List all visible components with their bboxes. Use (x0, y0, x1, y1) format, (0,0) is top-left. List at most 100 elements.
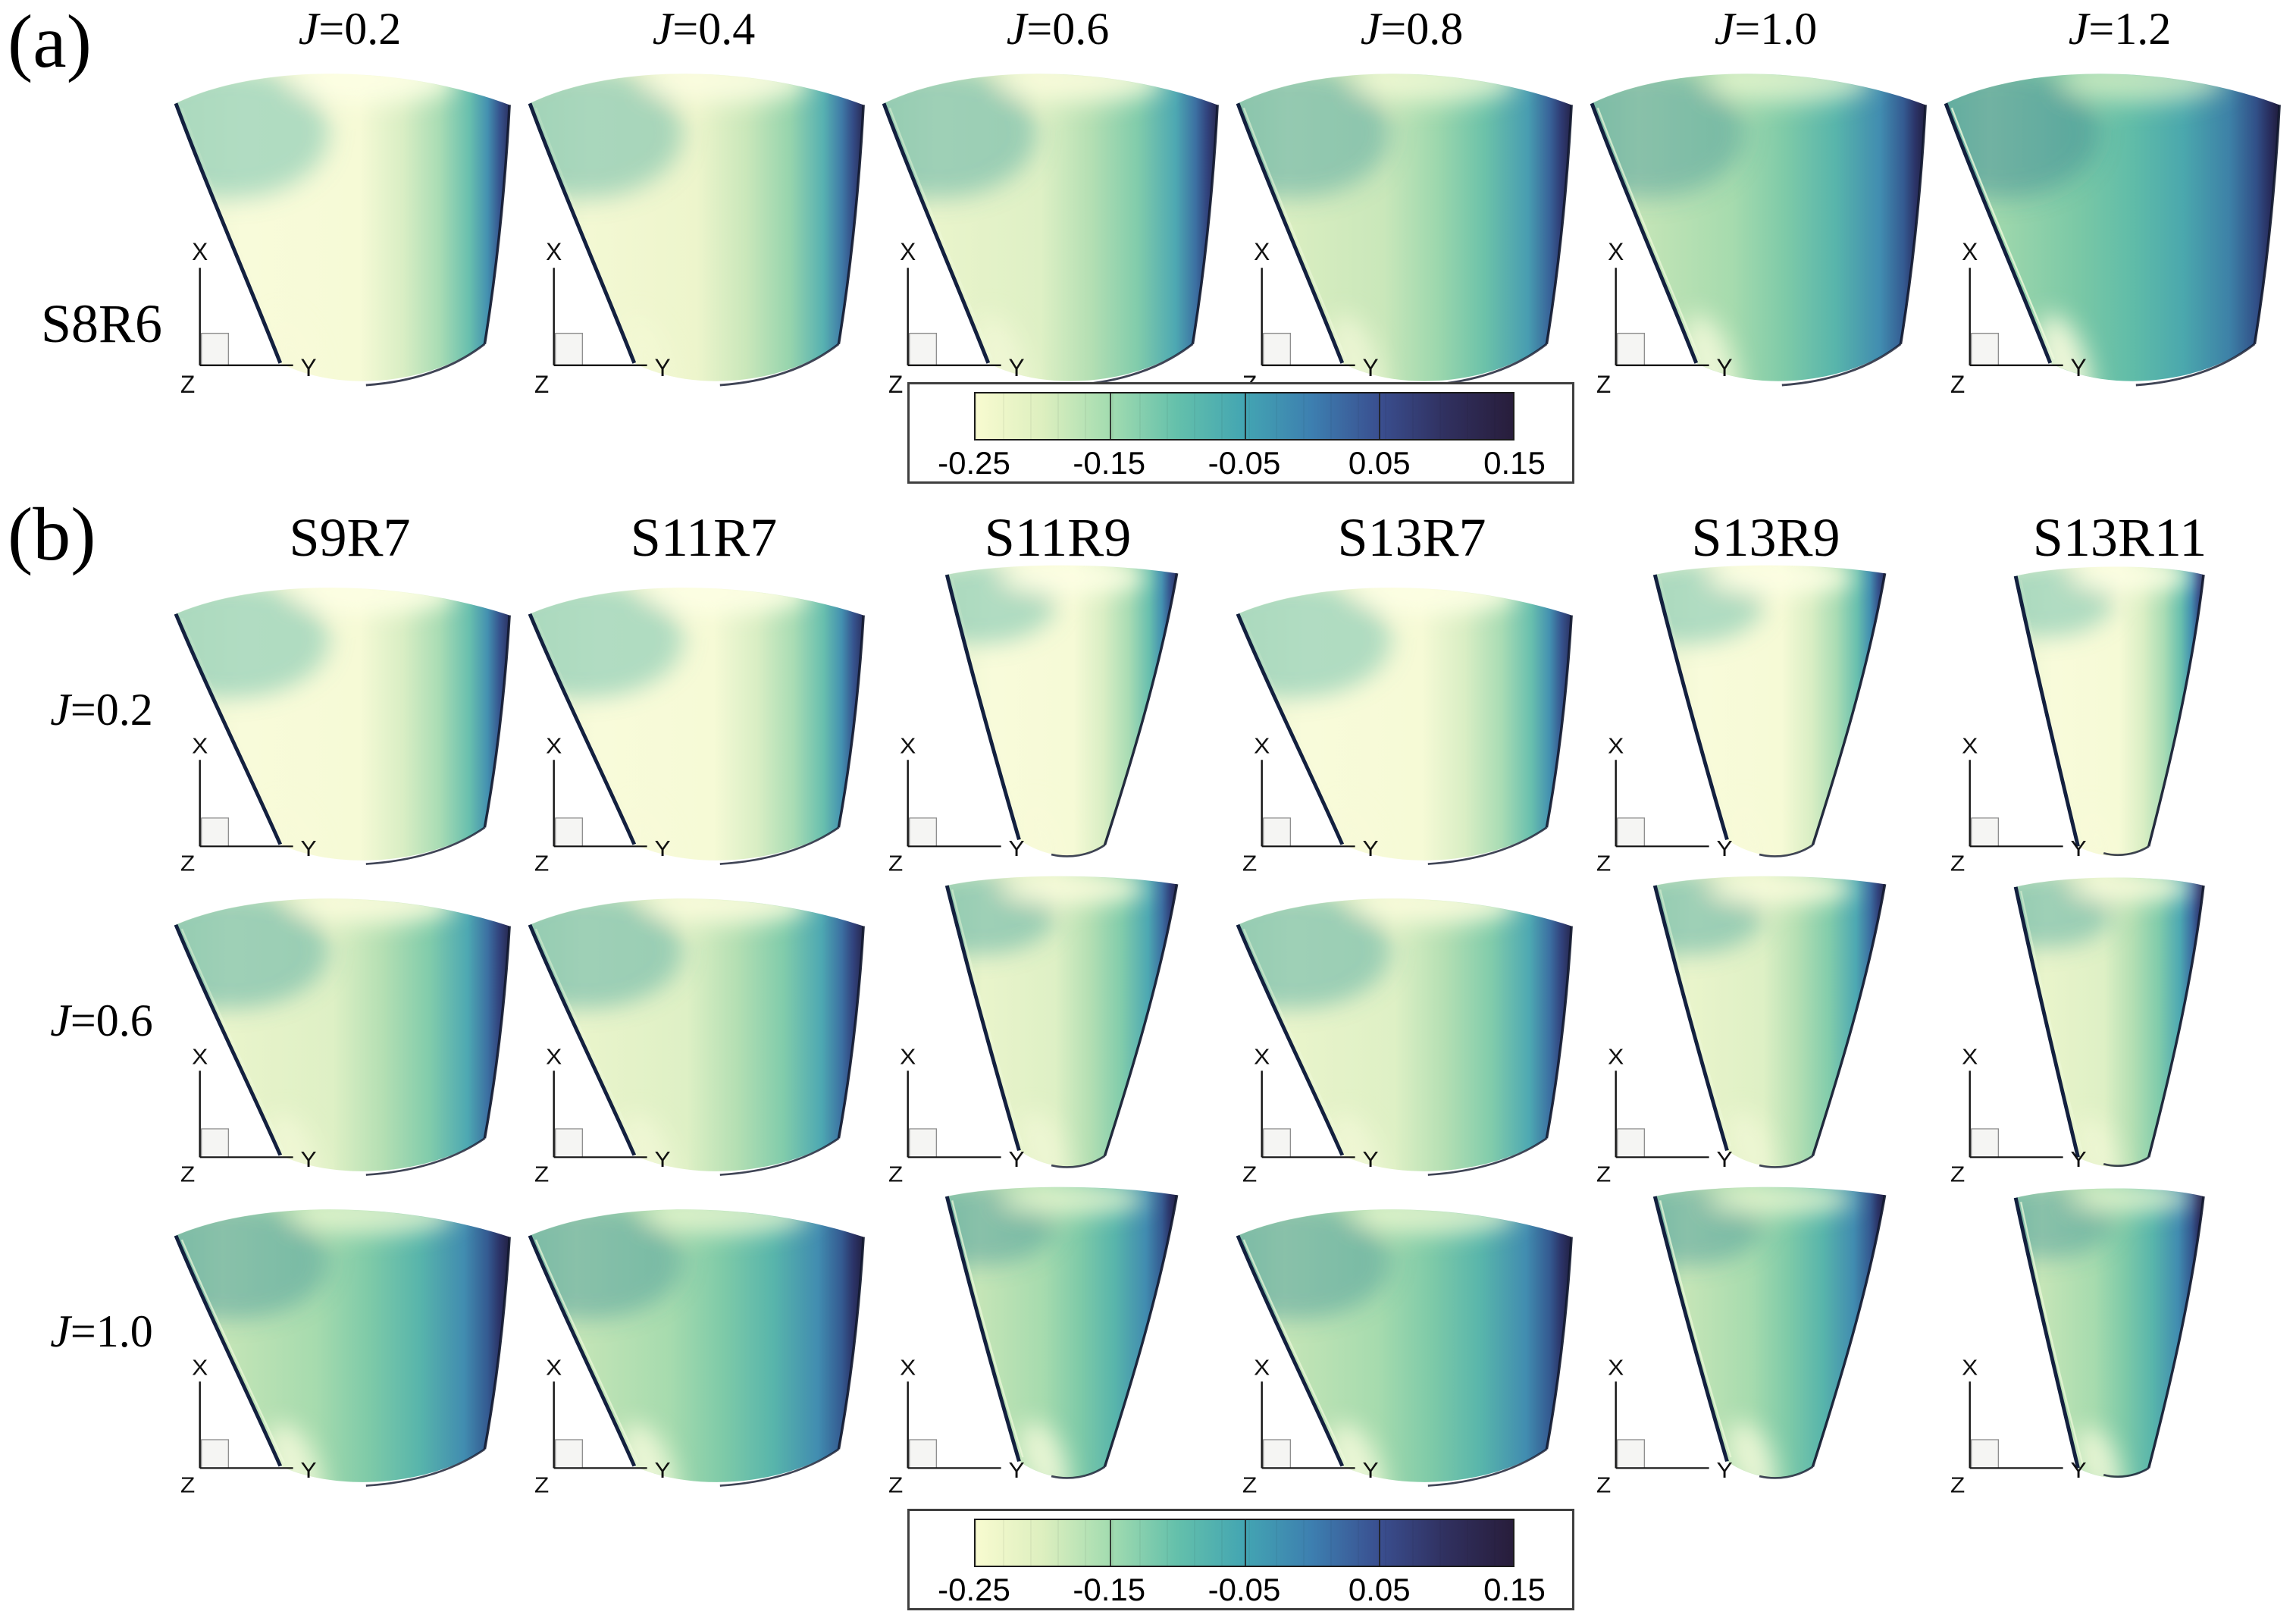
x-axis-label: X (900, 238, 916, 265)
axes-triad: X Y Z (534, 238, 671, 396)
panel-b-column-header: S11R7 (630, 507, 778, 568)
y-axis-label: Y (1717, 1148, 1733, 1171)
panel-b-column-header: S9R7 (289, 507, 411, 568)
x-axis-label: X (546, 735, 562, 758)
x-axis-label: X (546, 1356, 562, 1380)
blade-contour-svg: X Y Z (528, 898, 865, 1184)
y-axis-label: Y (2071, 1459, 2087, 1482)
x-axis-label: X (1962, 1046, 1978, 1069)
x-axis-label: X (192, 735, 208, 758)
z-axis-label: Z (888, 852, 903, 873)
axes-triad: X Y Z (534, 735, 671, 873)
blade-contour-svg: X Y Z (528, 588, 865, 873)
triad-cube-face (554, 332, 584, 366)
trailing-edge (837, 615, 865, 828)
colorbar-tick-label: 0.15 (1483, 445, 1546, 481)
leading-edge (882, 102, 991, 364)
blade-cell-S11R7-J1.0: X Y Z (528, 1184, 879, 1495)
panel-a-column-title: J=0.2 (298, 4, 402, 54)
leading-edge-highlight (180, 1239, 285, 1463)
leading-edge-highlight (534, 1239, 639, 1463)
y-axis-label: Y (301, 1148, 317, 1171)
hub-edge (2103, 1156, 2150, 1167)
contour-shading (1655, 876, 1853, 1167)
hub-edge (365, 1448, 486, 1487)
triad-cube-face (1970, 1128, 2000, 1158)
axes-triad: X Y Z (1596, 1356, 1733, 1495)
trailing-edge (483, 926, 511, 1139)
hub-edge (1759, 1155, 1814, 1168)
trailing-edge (1811, 573, 1887, 845)
trailing-edge (1103, 573, 1179, 845)
y-axis-label: Y (1009, 837, 1025, 861)
colorbar-tick-label: -0.05 (1208, 445, 1281, 481)
x-axis-label: X (1608, 1356, 1624, 1380)
blade-cell-S13R7-J1.0: X Y Z (1236, 1184, 1587, 1495)
hub-edge (1427, 1137, 1548, 1176)
trailing-edge (2147, 574, 2205, 847)
trailing-edge (837, 1237, 865, 1450)
leading-edge-highlight (1242, 617, 1347, 842)
hub-edge (365, 343, 486, 387)
y-axis-label: Y (2071, 1148, 2087, 1171)
blade-contour-svg: X Y Z (1950, 1188, 2205, 1495)
blade-contour-svg: X Y Z (1596, 565, 1887, 873)
panel-a-row-label: S8R6 (40, 293, 163, 354)
z-axis-label: Z (1242, 1474, 1257, 1495)
axes-triad: X Y Z (534, 1356, 671, 1495)
triad-cube-face (1970, 817, 2000, 847)
leading-edge-highlight (1659, 578, 1732, 836)
blade-cell-S13R7-J0.6: X Y Z (1236, 873, 1587, 1184)
axes-triad: X Y Z (180, 238, 317, 396)
y-axis-label: Y (1717, 837, 1733, 861)
trailing-edge (1545, 615, 1573, 828)
triad-cube-face (554, 1128, 584, 1158)
z-axis-label: Z (534, 852, 549, 873)
triad-cube-face (1616, 1439, 1646, 1469)
leading-edge-highlight (951, 1200, 1024, 1458)
trailing-edge (837, 926, 865, 1139)
x-axis-label: X (1962, 1356, 1978, 1380)
blade-contour-svg: X Y Z (888, 565, 1179, 873)
hub-edge (1759, 1466, 1814, 1479)
leading-edge-highlight (1950, 107, 2055, 360)
leading-edge-highlight (2019, 1201, 2084, 1465)
leading-edge-highlight (1242, 1239, 1347, 1463)
leading-edge (1652, 574, 1729, 840)
leading-edge (944, 885, 1021, 1151)
z-axis-label: Z (1596, 1163, 1611, 1184)
x-axis-label: X (1608, 735, 1624, 758)
colorbar-tick-label: 0.05 (1348, 445, 1411, 481)
contour-shading (529, 898, 810, 1171)
panel-b-label: (b) (8, 492, 96, 576)
z-axis-label: Z (1950, 1163, 1965, 1184)
y-axis-label: Y (1363, 1459, 1379, 1482)
blade-contour-svg: X Y Z (1236, 1209, 1573, 1495)
blade-cell-S8R6-J1.2: X Y Z (1944, 45, 2294, 396)
leading-edge (1652, 885, 1729, 1151)
triad-cube-face (1970, 1439, 2000, 1469)
leading-edge (2013, 1197, 2080, 1469)
hub-edge (719, 826, 840, 865)
y-axis-label: Y (1009, 354, 1025, 381)
x-axis-label: X (900, 1046, 916, 1069)
z-axis-label: Z (534, 371, 549, 396)
leading-edge (174, 1234, 283, 1467)
leading-edge (1652, 1196, 1729, 1462)
trailing-edge (1545, 105, 1573, 344)
panel-a-column-title: J=0.4 (652, 4, 756, 54)
triad-cube-face (554, 817, 584, 847)
trailing-edge (2253, 105, 2281, 344)
colorbar-divider (1244, 1520, 1246, 1566)
blade-cell-S11R7-J0.6: X Y Z (528, 873, 879, 1184)
blade-contour-svg: X Y Z (174, 898, 511, 1184)
leading-edge-highlight (534, 928, 639, 1152)
blade-cell-S13R9-J1.0: X Y Z (1590, 1184, 1940, 1495)
y-axis-label: Y (655, 354, 671, 381)
leading-edge-highlight (951, 578, 1024, 836)
leading-edge-highlight (951, 889, 1024, 1147)
hub-edge (365, 1137, 486, 1176)
axes-triad: X Y Z (1950, 238, 2087, 396)
trailing-edge (1103, 884, 1179, 1156)
leading-edge (528, 1234, 637, 1467)
